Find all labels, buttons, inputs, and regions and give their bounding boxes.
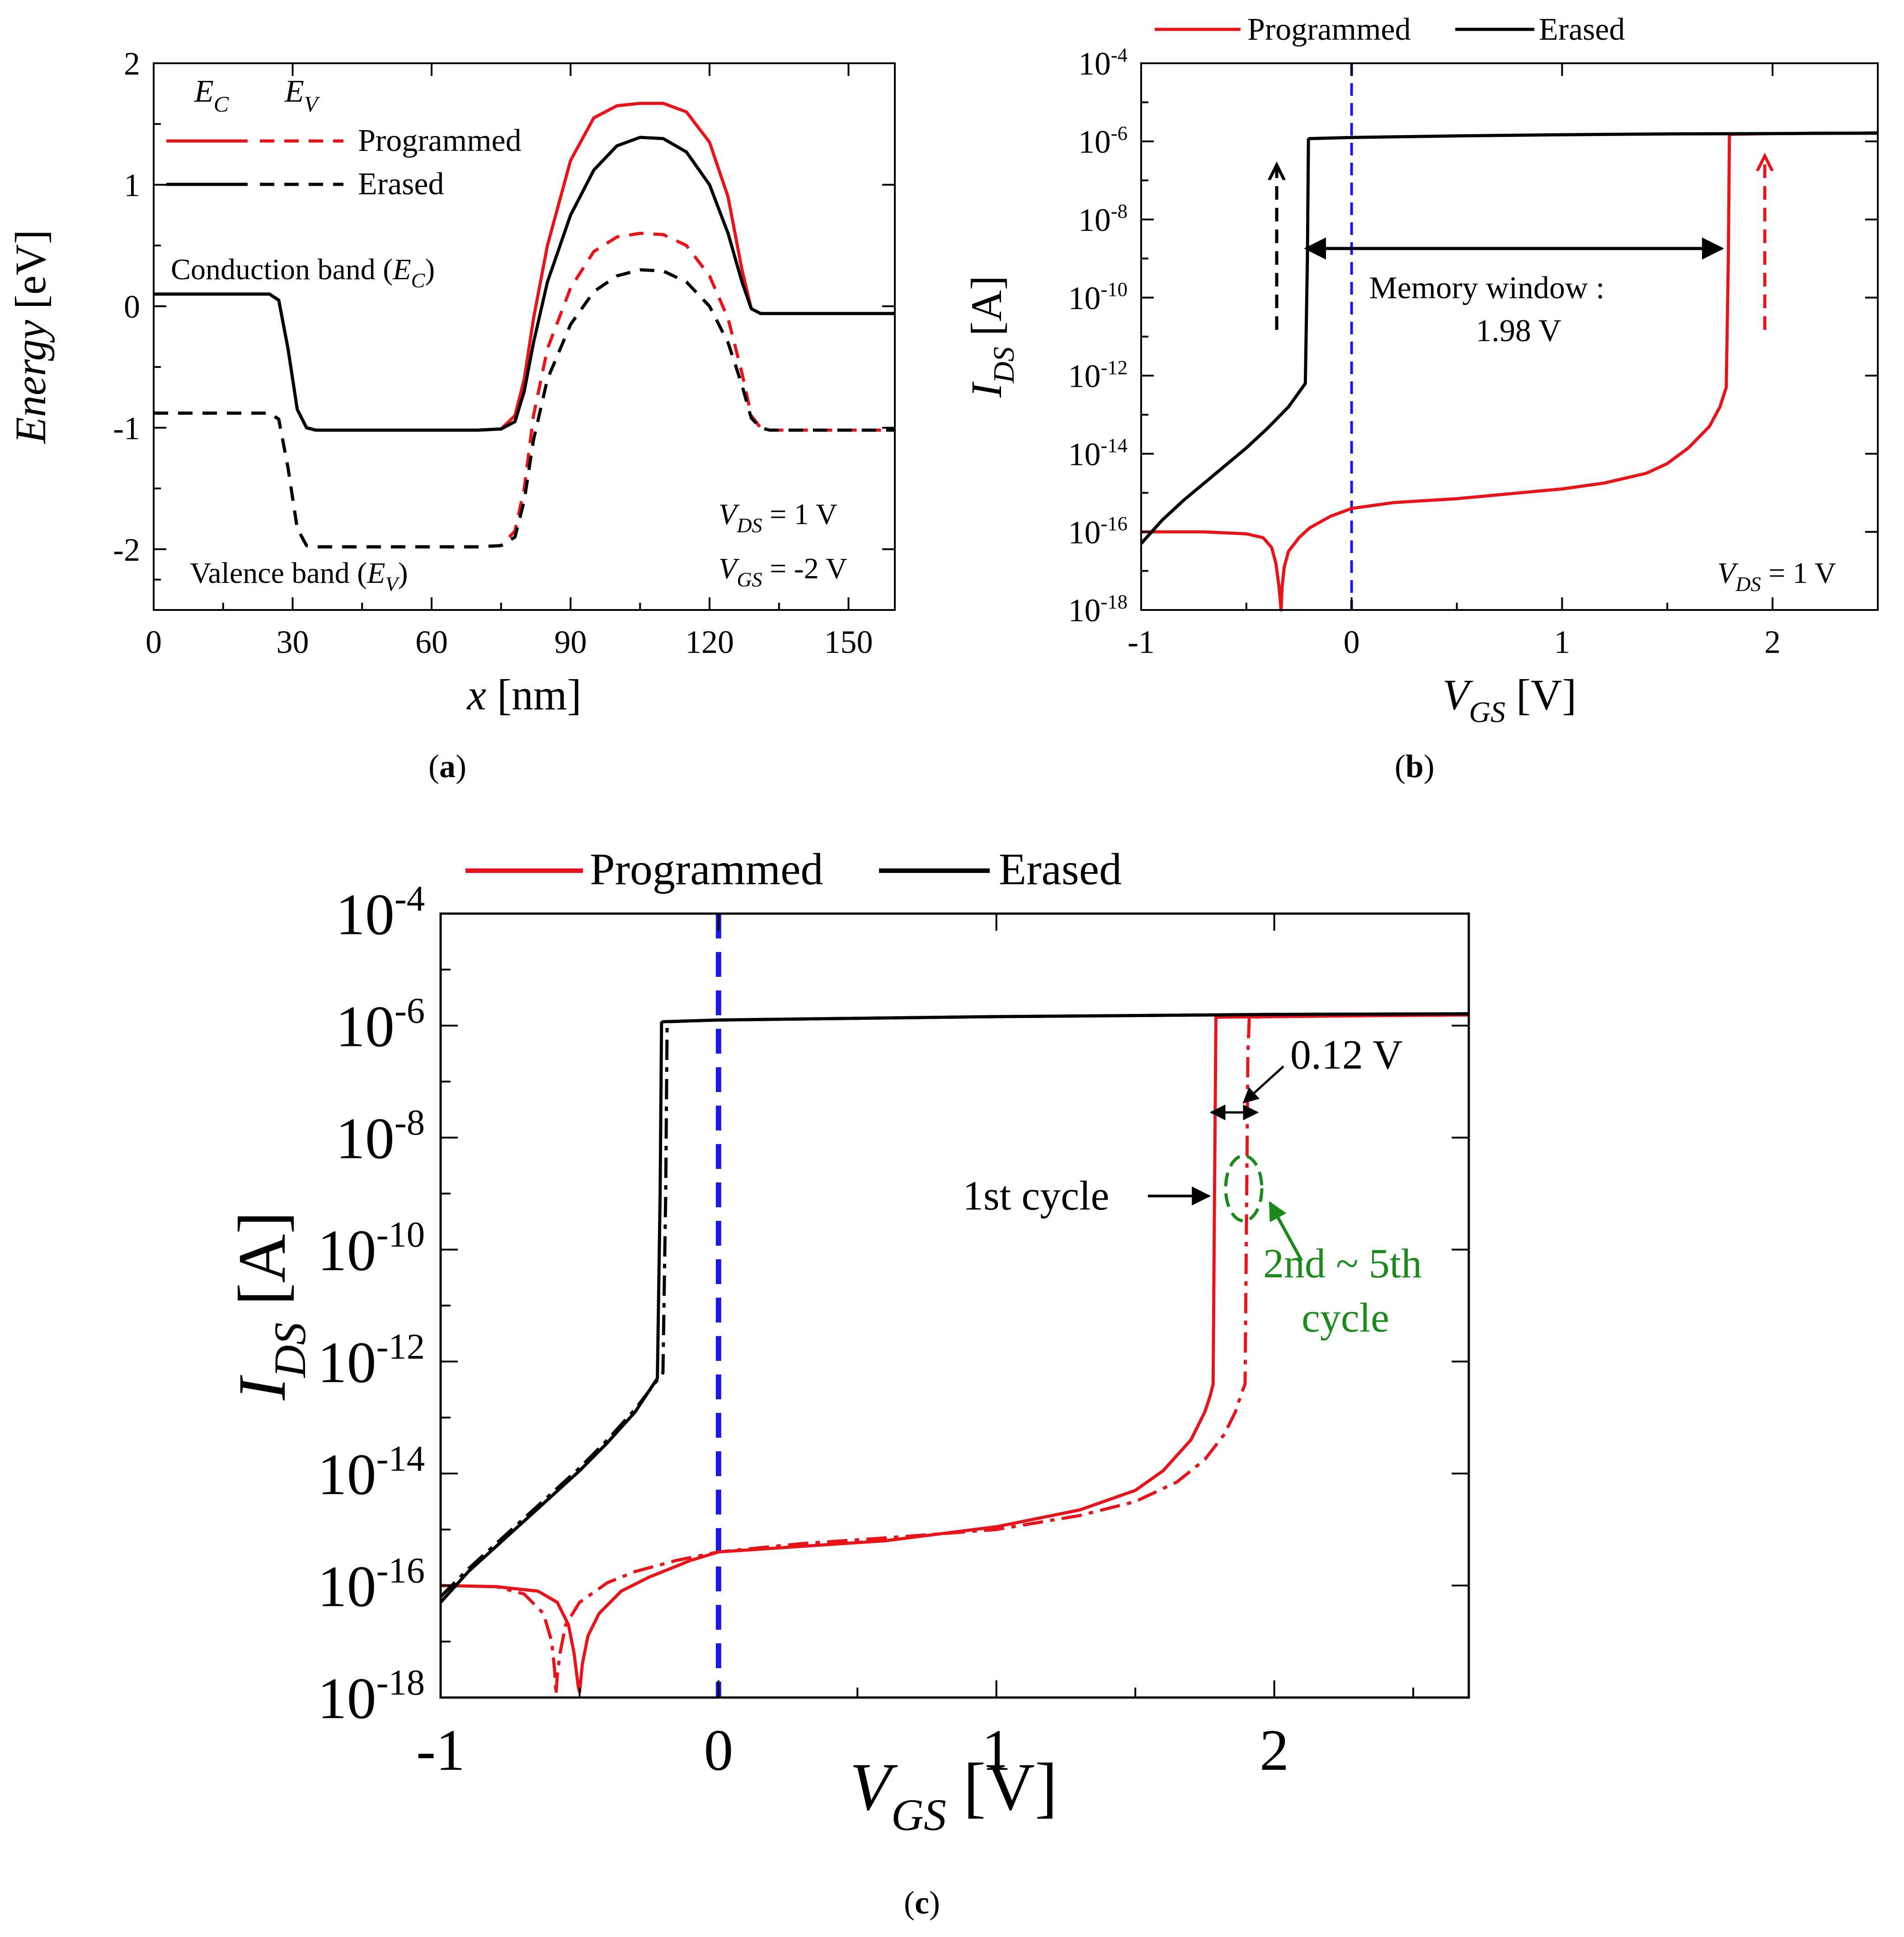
- b-ytick-label: 10-10: [1068, 278, 1128, 316]
- b-xtick-label: 2: [1764, 624, 1781, 660]
- c-ytick-label: 10-6: [336, 990, 425, 1059]
- b-ytick-label: 10-6: [1078, 122, 1128, 160]
- a-annotation-vds: VDS = 1 V: [719, 498, 837, 537]
- a-series-group: [154, 102, 895, 549]
- b-ytick-label: 10-16: [1068, 512, 1128, 551]
- a-series-2: [154, 136, 895, 432]
- c-later-cycles-ellipse: [1224, 1154, 1264, 1223]
- b-ytick-label: 10-12: [1068, 356, 1128, 394]
- a-series-3: [154, 268, 895, 549]
- panel-c: -1 0 1 2 10-18 10-16 10-14 10-12 10-10 10-8 10-6 10…: [225, 844, 1470, 1921]
- b-series-0: [1141, 131, 1878, 612]
- b-ytick-label: 10-14: [1068, 434, 1128, 473]
- b-annotation-vds: VDS = 1 V: [1717, 557, 1836, 596]
- c-ytick-label: 10-18: [318, 1663, 425, 1731]
- a-xtick-label: 60: [415, 624, 448, 660]
- a-tick-group: 0 30 60 90 120 150 -2 -1 0 1 2: [113, 46, 895, 660]
- c-series-3: [439, 1012, 1469, 1598]
- c-xtick-label: -1: [416, 1718, 465, 1783]
- a-xlabel: x [nm]: [466, 671, 581, 719]
- c-legend-label-programmed: Programmed: [590, 844, 823, 894]
- b-series-1: [1140, 131, 1878, 545]
- a-legend-label-programmed: Programmed: [358, 123, 522, 158]
- b-ytick-label: 10-8: [1078, 200, 1128, 238]
- c-series-0: [440, 1013, 1469, 1694]
- a-legend-header-ec: EC: [194, 74, 229, 117]
- c-shift-label-pointer: [1242, 1065, 1284, 1104]
- c-ytick-label: 10-14: [318, 1439, 425, 1507]
- a-xtick-label: 120: [685, 624, 734, 660]
- a-legend-header-ev: EV: [284, 74, 320, 117]
- a-annotation-conduction-band: Conduction band (EC): [171, 253, 435, 292]
- b-legend-label-programmed: Programmed: [1247, 12, 1411, 47]
- b-xtick-label: 1: [1554, 624, 1570, 660]
- c-tick-group: -1 0 1 2 10-18 10-16 10-14 10-12 10-10 10-8 10-6 10…: [318, 879, 1469, 1783]
- b-ytick-label: 10-4: [1078, 43, 1128, 82]
- a-annotation-vgs: VGS = -2 V: [719, 552, 847, 591]
- a-xtick-label: 0: [146, 624, 162, 660]
- c-later-cycles-label-2: cycle: [1302, 1294, 1389, 1341]
- b-ytick-label: 10-18: [1068, 590, 1128, 628]
- a-ytick-label: -2: [113, 532, 140, 568]
- c-first-cycle-label: 1st cycle: [963, 1173, 1109, 1219]
- a-xtick-label: 30: [277, 624, 309, 660]
- c-ytick-label: 10-4: [336, 879, 425, 947]
- b-memory-window-value: 1.98 V: [1476, 314, 1561, 348]
- b-legend-label-erased: Erased: [1539, 12, 1625, 47]
- c-ytick-label: 10-8: [336, 1102, 425, 1171]
- a-ylabel: Energy [eV]: [6, 230, 55, 445]
- b-caption: (b): [1395, 748, 1434, 784]
- c-ytick-label: 10-16: [318, 1551, 425, 1619]
- c-shift-label: 0.12 V: [1290, 1032, 1403, 1078]
- c-ytick-label: 10-12: [318, 1327, 425, 1395]
- a-xtick-label: 90: [555, 624, 587, 660]
- c-xtick-label: 2: [1260, 1718, 1289, 1783]
- c-xlabel: VGS [V]: [850, 1749, 1058, 1840]
- c-xtick-label: 1: [982, 1718, 1011, 1783]
- c-xtick-label: 0: [704, 1718, 733, 1783]
- c-ylabel: IDS [A]: [225, 1211, 315, 1401]
- a-plot-frame: [153, 62, 896, 611]
- c-later-cycles-label-1: 2nd ~ 5th: [1263, 1240, 1422, 1286]
- a-annotation-valence-band: Valence band (EV): [190, 557, 408, 596]
- c-series-2: [439, 1012, 1469, 1604]
- a-ytick-label: 2: [124, 46, 140, 82]
- b-ylabel: IDS [A]: [962, 276, 1020, 398]
- b-xlabel: VGS [V]: [1443, 671, 1577, 729]
- b-memory-window-label: Memory window :: [1369, 271, 1604, 305]
- b-xtick-label: -1: [1128, 624, 1155, 660]
- a-ytick-label: 1: [124, 167, 140, 203]
- b-series-group: [1140, 131, 1878, 612]
- a-ytick-label: -1: [113, 410, 140, 446]
- a-ytick-label: 0: [124, 289, 140, 325]
- a-legend-label-erased: Erased: [358, 167, 444, 202]
- a-caption: (a): [428, 748, 466, 784]
- c-legend-label-erased: Erased: [999, 844, 1122, 894]
- c-ytick-label: 10-10: [318, 1215, 425, 1283]
- a-xtick-label: 150: [824, 624, 873, 660]
- c-series-group: [439, 1012, 1469, 1697]
- panel-b: -1 0 1 2 10-18 10-16 10-14 10-12 10-10 10-8 10-6 10…: [962, 12, 1879, 784]
- b-tick-group: -1 0 1 2 10-18 10-16 10-14 10-12 10-10 10-8 10-6 10…: [1068, 43, 1878, 660]
- c-later-cycles-arrow: [1268, 1201, 1303, 1262]
- c-caption: (c): [904, 1885, 940, 1921]
- b-xtick-label: 0: [1344, 624, 1360, 660]
- c-series-1: [440, 1013, 1469, 1697]
